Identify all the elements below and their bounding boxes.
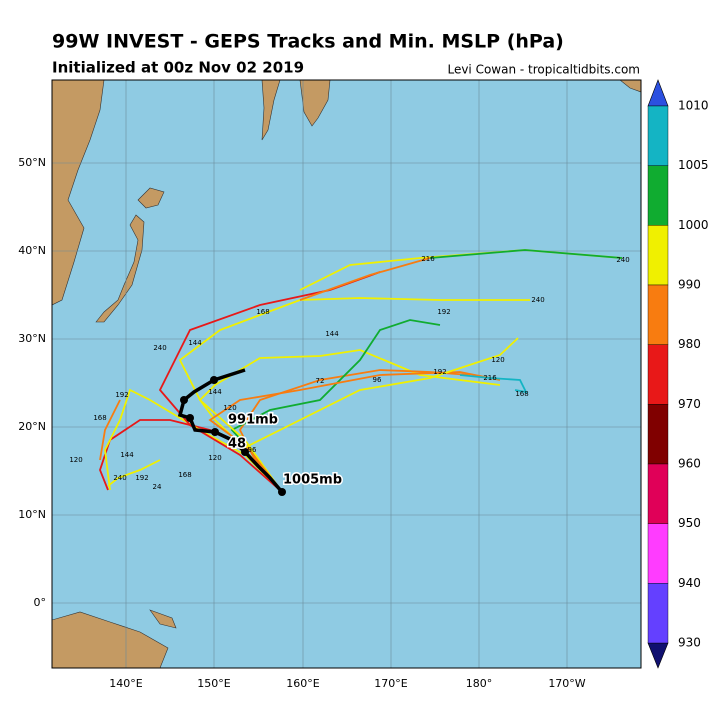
colorbar-swatch: [647, 284, 669, 345]
lon-label: 170°E: [374, 677, 407, 690]
track-callout: 48: [228, 437, 246, 452]
hour-label: 192: [115, 391, 128, 399]
colorbar-swatch: [647, 463, 669, 524]
colorbar-label: 1010: [678, 99, 709, 113]
track: [459, 374, 528, 394]
track: [299, 257, 431, 301]
hour-label: 216: [483, 374, 497, 382]
mean-track-point: [210, 376, 218, 384]
colorbar-label: 950: [678, 516, 701, 530]
colorbar-label: 930: [678, 636, 701, 650]
track: [230, 319, 441, 493]
colorbar-swatch: [647, 404, 669, 465]
hour-label: 144: [120, 451, 134, 459]
mean-track-point: [211, 428, 219, 436]
hour-label: 192: [135, 474, 148, 482]
hour-label: 168: [256, 308, 269, 316]
lon-label: 150°E: [197, 677, 230, 690]
lon-label: 180°: [466, 677, 493, 690]
lat-label: 30°N: [18, 332, 46, 345]
map-frame: [51, 79, 642, 669]
hour-label: 120: [223, 404, 236, 412]
lat-label: 20°N: [18, 420, 46, 433]
colorbar-label: 970: [678, 397, 701, 411]
hour-label: 192: [437, 308, 450, 316]
hour-label: 168: [93, 414, 106, 422]
lon-label: 140°E: [109, 677, 142, 690]
mean-track-point: [241, 448, 249, 456]
hour-label: 72: [316, 377, 325, 385]
colorbar-swatch: [647, 523, 669, 584]
tracks: [99, 249, 623, 496]
title: 99W INVEST - GEPS Tracks and Min. MSLP (…: [52, 31, 564, 53]
mean-track-point: [180, 396, 188, 404]
hour-label: 120: [69, 456, 82, 464]
land: [52, 80, 641, 668]
lat-label: 10°N: [18, 508, 46, 521]
hour-label: 168: [515, 390, 528, 398]
lat-label: 0°: [34, 596, 47, 609]
colorbar-swatch: [647, 225, 669, 286]
colorbar-swatch: [647, 583, 669, 644]
colorbar-label: 990: [678, 278, 701, 292]
colorbar-swatch: [647, 105, 669, 166]
track: [99, 399, 121, 461]
colorbar-top-arrow: [647, 79, 669, 107]
mean-track-point: [186, 414, 194, 422]
hour-label: 144: [208, 388, 222, 396]
colorbar-label: 980: [678, 337, 701, 351]
graticule: [52, 80, 641, 668]
track-callout: 991mb: [228, 413, 278, 428]
colorbar-swatch: [647, 165, 669, 226]
hour-label: 96: [373, 376, 382, 384]
map-labels: 50°N 40°N 30°N 20°N 10°N 0° 140°E 150°E 160°E 170…: [18, 156, 629, 690]
hour-label: 240: [113, 474, 126, 482]
map: [52, 80, 641, 668]
track: [239, 337, 519, 451]
mean-track-point: [278, 488, 286, 496]
track: [107, 459, 161, 487]
hour-label: 96: [248, 446, 257, 454]
track-callout: 1005mb: [283, 473, 342, 488]
hour-label: 144: [188, 339, 202, 347]
lat-label: 40°N: [18, 244, 46, 257]
colorbar-bottom-arrow: [647, 642, 669, 669]
hour-label: 216: [421, 255, 435, 263]
hour-label: 240: [531, 296, 544, 304]
hour-label: 240: [153, 344, 166, 352]
hour-label: 120: [491, 356, 504, 364]
colorbar-label: 960: [678, 457, 701, 471]
hour-label: 120: [208, 454, 221, 462]
lat-label: 50°N: [18, 156, 46, 169]
hour-label: 240: [616, 256, 629, 264]
colorbar-swatch: [647, 344, 669, 405]
subtitle: Initialized at 00z Nov 02 2019: [52, 59, 304, 77]
colorbar-label: 1000: [678, 218, 709, 232]
hour-label: 24: [153, 483, 162, 491]
lon-label: 160°E: [286, 677, 319, 690]
track: [104, 388, 283, 493]
track: [178, 297, 530, 493]
hour-label: 192: [433, 368, 446, 376]
colorbar-label: 1005: [678, 158, 709, 172]
mean-track: [177, 368, 284, 494]
colorbar-label: 940: [678, 576, 701, 590]
track: [429, 249, 623, 259]
colorbar: 1010 1005 1000 990 980 970 960 950 940 930: [647, 79, 709, 669]
hour-label: 144: [325, 330, 339, 338]
lon-label: 170°W: [548, 677, 585, 690]
credit: Levi Cowan - tropicaltidbits.com: [447, 63, 640, 77]
hour-label: 168: [178, 471, 191, 479]
